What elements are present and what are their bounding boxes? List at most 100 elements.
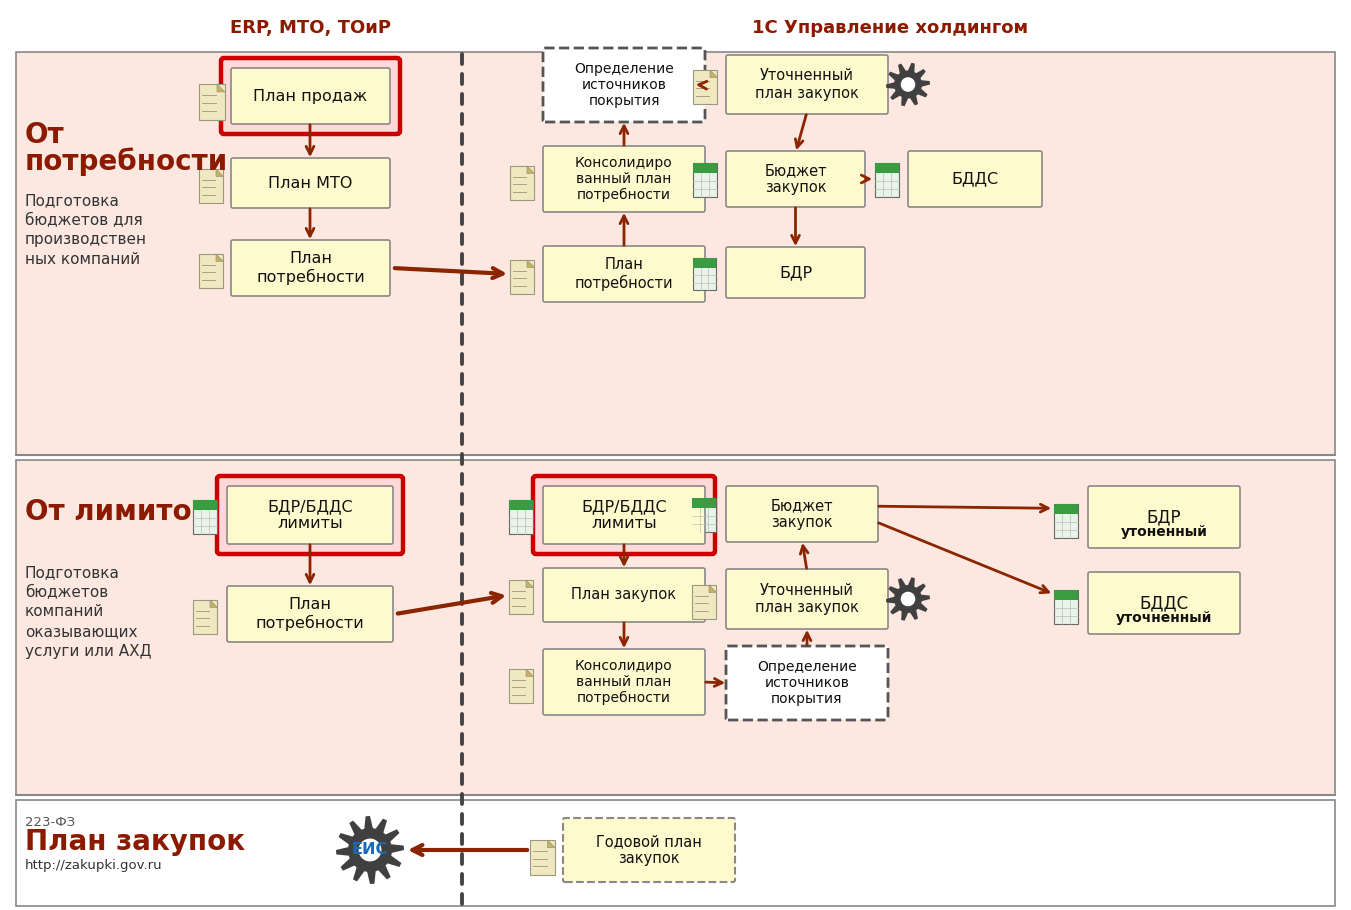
FancyBboxPatch shape (509, 500, 534, 511)
Text: План
потребности: План потребности (574, 258, 673, 291)
Text: утоненный: утоненный (1120, 525, 1208, 539)
FancyBboxPatch shape (875, 163, 900, 173)
Polygon shape (547, 840, 555, 848)
FancyBboxPatch shape (509, 500, 534, 534)
FancyBboxPatch shape (231, 68, 390, 124)
Text: Определение
источников
покрытия: Определение источников покрытия (574, 62, 674, 108)
Polygon shape (218, 84, 224, 92)
FancyBboxPatch shape (693, 163, 717, 173)
Text: Подготовка
бюджетов для
производствен
ных компаний: Подготовка бюджетов для производствен ны… (26, 193, 147, 268)
FancyBboxPatch shape (16, 800, 1335, 906)
Polygon shape (216, 169, 223, 177)
Polygon shape (527, 260, 535, 268)
FancyBboxPatch shape (725, 486, 878, 542)
Text: БДР: БДР (1147, 508, 1181, 526)
FancyBboxPatch shape (509, 669, 534, 703)
Text: 1С Управление холдингом: 1С Управление холдингом (753, 19, 1028, 37)
Text: Подготовка
бюджетов
компаний
оказывающих
услуги или АХД: Подготовка бюджетов компаний оказывающих… (26, 565, 151, 659)
Text: ЕИС: ЕИС (351, 843, 388, 857)
FancyBboxPatch shape (693, 70, 717, 104)
Text: Определение
источников
покрытия: Определение источников покрытия (757, 660, 857, 706)
FancyBboxPatch shape (725, 569, 888, 629)
FancyBboxPatch shape (692, 498, 716, 508)
Text: Уточненный
план закупок: Уточненный план закупок (755, 582, 859, 615)
Polygon shape (886, 577, 929, 621)
Text: уточненный: уточненный (1116, 611, 1212, 625)
Text: 223-ФЗ: 223-ФЗ (26, 815, 76, 828)
FancyBboxPatch shape (227, 486, 393, 544)
FancyBboxPatch shape (692, 498, 716, 532)
Text: Бюджет
закупок: Бюджет закупок (771, 498, 834, 531)
FancyBboxPatch shape (193, 600, 218, 634)
FancyBboxPatch shape (725, 151, 865, 207)
Text: План продаж: План продаж (254, 88, 367, 104)
Circle shape (901, 77, 915, 92)
FancyBboxPatch shape (199, 84, 224, 120)
FancyBboxPatch shape (1088, 572, 1240, 634)
Text: БДДС: БДДС (951, 171, 998, 187)
FancyBboxPatch shape (1054, 504, 1078, 538)
Circle shape (358, 838, 381, 862)
FancyBboxPatch shape (16, 52, 1335, 455)
FancyBboxPatch shape (16, 460, 1335, 795)
Text: http://zakupki.gov.ru: http://zakupki.gov.ru (26, 858, 162, 872)
Text: БДР/БДДС
лимиты: БДР/БДДС лимиты (267, 499, 353, 531)
FancyBboxPatch shape (543, 649, 705, 715)
FancyBboxPatch shape (534, 476, 715, 554)
Text: БДР: БДР (780, 265, 812, 280)
Text: План МТО: План МТО (269, 176, 353, 190)
FancyBboxPatch shape (509, 260, 535, 294)
FancyBboxPatch shape (693, 258, 716, 290)
Text: потребности: потребности (26, 147, 228, 177)
FancyBboxPatch shape (193, 500, 218, 534)
Text: Бюджет
закупок: Бюджет закупок (765, 163, 827, 196)
FancyBboxPatch shape (543, 486, 705, 544)
FancyBboxPatch shape (543, 48, 705, 122)
FancyBboxPatch shape (1054, 504, 1078, 514)
Text: Уточненный
план закупок: Уточненный план закупок (755, 68, 859, 101)
FancyBboxPatch shape (875, 163, 900, 197)
FancyBboxPatch shape (1088, 486, 1240, 548)
FancyBboxPatch shape (231, 240, 390, 296)
FancyBboxPatch shape (563, 818, 735, 882)
Text: От: От (26, 121, 65, 149)
FancyBboxPatch shape (725, 55, 888, 114)
FancyBboxPatch shape (199, 254, 223, 288)
Text: План закупок: План закупок (26, 828, 245, 856)
Circle shape (901, 592, 915, 606)
Polygon shape (526, 669, 534, 676)
Text: План закупок: План закупок (571, 588, 677, 602)
Text: БДР/БДДС
лимиты: БДР/БДДС лимиты (581, 499, 667, 531)
FancyBboxPatch shape (908, 151, 1042, 207)
Text: БДДС: БДДС (1139, 594, 1189, 612)
Polygon shape (209, 600, 218, 608)
Polygon shape (527, 166, 535, 174)
Polygon shape (709, 585, 716, 592)
Text: Годовой план
закупок: Годовой план закупок (596, 834, 703, 866)
Text: От лимитов: От лимитов (26, 498, 209, 526)
Text: ERP, МТО, ТОиР: ERP, МТО, ТОиР (230, 19, 390, 37)
Polygon shape (711, 70, 717, 77)
FancyBboxPatch shape (693, 163, 717, 197)
FancyBboxPatch shape (218, 476, 403, 554)
Text: План
потребности: План потребности (255, 597, 365, 631)
Polygon shape (886, 63, 929, 106)
Polygon shape (526, 580, 534, 588)
FancyBboxPatch shape (509, 166, 535, 200)
FancyBboxPatch shape (231, 158, 390, 208)
FancyBboxPatch shape (692, 585, 716, 619)
FancyBboxPatch shape (199, 169, 223, 203)
FancyBboxPatch shape (222, 58, 400, 134)
FancyBboxPatch shape (725, 646, 888, 720)
FancyBboxPatch shape (227, 586, 393, 642)
FancyBboxPatch shape (1054, 590, 1078, 601)
FancyBboxPatch shape (1054, 590, 1078, 624)
Polygon shape (216, 254, 223, 261)
FancyBboxPatch shape (530, 840, 555, 875)
FancyBboxPatch shape (693, 258, 716, 268)
FancyBboxPatch shape (543, 246, 705, 302)
Text: Консолидиро
ванный план
потребности: Консолидиро ванный план потребности (576, 156, 673, 202)
FancyBboxPatch shape (725, 247, 865, 298)
Text: План
потребности: План потребности (257, 251, 365, 285)
FancyBboxPatch shape (193, 500, 218, 511)
